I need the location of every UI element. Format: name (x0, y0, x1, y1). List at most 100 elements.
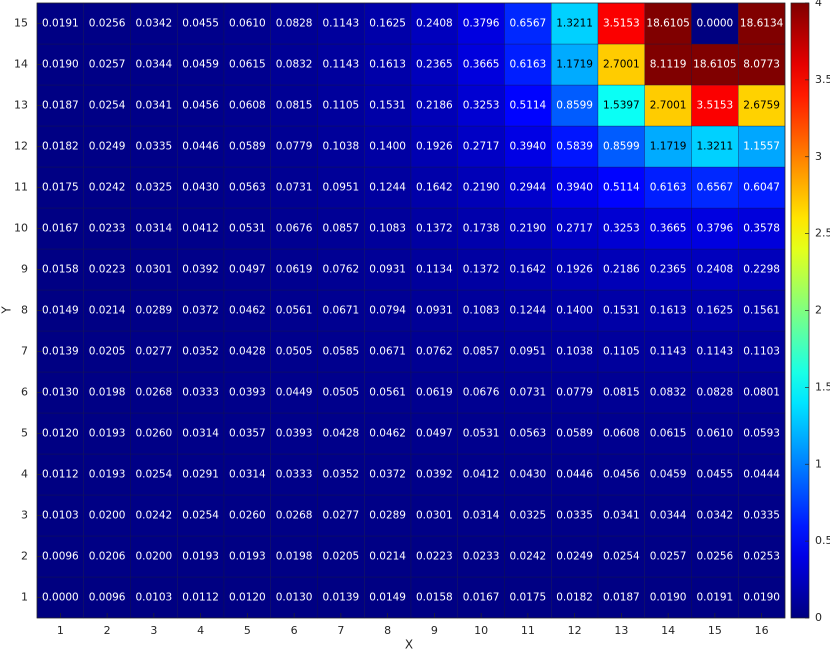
cell-label: 0.0828 (697, 387, 734, 399)
cell-label: 0.0531 (229, 223, 266, 235)
cell (317, 494, 365, 537)
cell-label: 0.0615 (650, 428, 687, 440)
cell-label: 0.0794 (369, 305, 406, 317)
cell-label: 0.0561 (276, 305, 313, 317)
cell-label: 0.0505 (323, 387, 360, 399)
cell-label: 0.0120 (42, 428, 79, 440)
cell-label: 8.0773 (743, 59, 780, 71)
cell (270, 84, 318, 127)
cell (83, 494, 131, 537)
x-tick-label: 5 (244, 624, 251, 637)
cell-label: 0.0301 (416, 510, 453, 522)
cell (130, 84, 178, 127)
cell (551, 412, 599, 455)
x-tick-label: 15 (708, 624, 722, 637)
cell (597, 207, 645, 250)
cell-label: 0.0589 (556, 428, 593, 440)
cell (644, 453, 692, 496)
cell (738, 125, 786, 168)
cell (83, 125, 131, 168)
cell (317, 412, 365, 455)
cell (223, 535, 271, 578)
cell-label: 0.0352 (323, 469, 360, 481)
cell (597, 330, 645, 373)
cell-label: 0.0139 (42, 346, 79, 358)
cell-label: 0.0832 (276, 59, 313, 71)
x-axis-label: X (405, 638, 413, 651)
cell (457, 43, 505, 86)
cell-label: 0.0257 (650, 551, 687, 563)
cell-label: 0.1531 (369, 100, 406, 112)
cell (36, 371, 84, 414)
cell-label: 0.1531 (603, 305, 640, 317)
cell-label: 0.0314 (136, 223, 173, 235)
cell-label: 0.0357 (229, 428, 266, 440)
cell-label: 0.0190 (650, 592, 687, 604)
cell (270, 207, 318, 250)
cell (270, 453, 318, 496)
cell (504, 453, 552, 496)
cell (177, 43, 225, 86)
cell-label: 0.8599 (603, 141, 640, 153)
cell-label: 0.0198 (89, 387, 126, 399)
cell-label: 0.0392 (416, 469, 453, 481)
cell (317, 248, 365, 291)
cell-label: 0.0187 (603, 592, 640, 604)
cell (364, 125, 412, 168)
cell-label: 0.5839 (556, 141, 593, 153)
cell (270, 330, 318, 373)
cell (691, 535, 739, 578)
cell (504, 535, 552, 578)
cell-label: 0.0462 (229, 305, 266, 317)
cell (410, 371, 458, 414)
cell-label: 1.3211 (556, 18, 593, 30)
cell-label: 0.0608 (229, 100, 266, 112)
cell-label: 0.3665 (463, 59, 500, 71)
cell (223, 412, 271, 455)
cell (738, 494, 786, 537)
cell (644, 494, 692, 537)
cell (738, 289, 786, 332)
cell (457, 576, 505, 619)
cell-label: 0.0335 (556, 510, 593, 522)
y-tick-label: 6 (21, 386, 28, 399)
cell-label: 0.0731 (510, 387, 547, 399)
cell (223, 289, 271, 332)
cell-label: 0.0314 (463, 510, 500, 522)
cell-label: 0.0497 (416, 428, 453, 440)
cell (691, 289, 739, 332)
cell (317, 207, 365, 250)
cell (691, 330, 739, 373)
cell-label: 0.0277 (323, 510, 360, 522)
cell (83, 289, 131, 332)
y-tick-label: 3 (21, 509, 28, 522)
cell (738, 166, 786, 209)
cell (504, 330, 552, 373)
cell (504, 248, 552, 291)
cell-label: 0.0344 (650, 510, 687, 522)
y-tick-label: 12 (14, 140, 28, 153)
cell (644, 207, 692, 250)
cell-label: 0.0372 (182, 305, 219, 317)
cell-label: 0.0325 (510, 510, 547, 522)
cell-label: 0.0832 (650, 387, 687, 399)
cell-label: 0.0149 (369, 592, 406, 604)
cell-label: 18.6105 (646, 18, 689, 30)
cell (36, 125, 84, 168)
cell (597, 166, 645, 209)
cell-label: 0.0112 (182, 592, 219, 604)
cell (504, 494, 552, 537)
cell (270, 576, 318, 619)
y-tick-label: 11 (14, 181, 28, 194)
cell (551, 84, 599, 127)
cell-label: 0.1143 (323, 59, 360, 71)
x-tick-label: 4 (197, 624, 204, 637)
cell-label: 0.0233 (89, 223, 126, 235)
cell-label: 0.0000 (42, 592, 79, 604)
cell (738, 248, 786, 291)
cell-label: 0.0205 (323, 551, 360, 563)
x-tick-label: 14 (661, 624, 675, 637)
cell-label: 0.0392 (182, 264, 219, 276)
cell-label: 0.0615 (229, 59, 266, 71)
